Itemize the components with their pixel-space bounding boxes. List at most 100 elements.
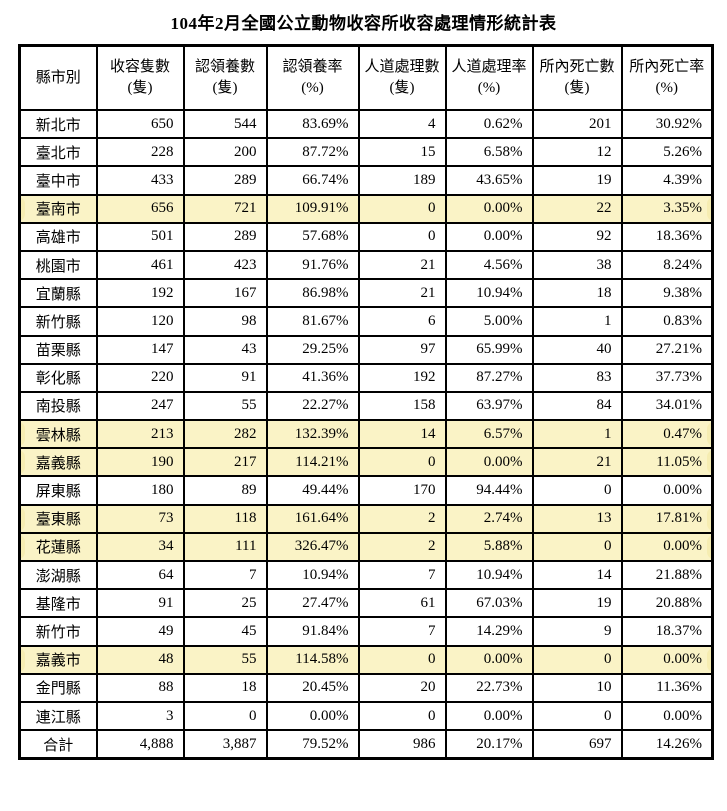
value-cell: 17.81% [620,503,714,534]
value-cell: 289 [182,165,268,196]
value-cell: 92 [531,221,623,252]
county-name-cell: 臺東縣 [18,503,98,534]
column-header-label: 收容隻數 [109,59,170,75]
value-cell: 34 [95,531,185,563]
column-header-7: 所內死亡率 (%) [620,44,714,111]
value-cell: 4.39% [620,165,714,196]
value-cell: 11.36% [620,672,714,703]
value-cell: 0.00% [620,531,714,563]
value-cell: 8.24% [620,249,714,281]
value-cell: 247 [95,390,185,422]
county-name-cell: 屏東縣 [18,475,98,506]
county-name-cell: 雲林縣 [18,419,98,450]
column-header-unit: (%) [477,80,501,96]
value-cell: 170 [357,475,447,506]
value-cell: 1 [531,306,623,337]
table-row: 彰化縣 220 91 41.36% 192 87.27% 83 37.73% [18,362,714,393]
value-cell: 544 [182,108,268,140]
value-cell: 4 [357,108,447,140]
value-cell: 97 [357,334,447,365]
value-cell: 461 [95,249,185,281]
column-header-unit: (%) [655,80,679,96]
value-cell: 2 [357,531,447,563]
value-cell: 7 [357,559,447,591]
value-cell: 114.21% [265,447,360,478]
value-cell: 6.57% [444,419,534,450]
value-cell: 0.00% [620,475,714,506]
value-cell: 10.94% [444,278,534,309]
county-name-cell: 連江縣 [18,700,98,732]
table-row: 澎湖縣 64 7 10.94% 7 10.94% 14 21.88% [18,559,714,591]
value-cell: 0.00% [444,193,534,224]
column-header-5: 人道處理率 (%) [444,44,534,111]
value-cell: 0 [531,700,623,732]
county-name-cell: 新竹縣 [18,306,98,337]
value-cell: 0 [357,193,447,224]
table-row: 基隆市 91 25 27.47% 61 67.03% 19 20.88% [18,588,714,619]
value-cell: 0 [357,447,447,478]
value-cell: 289 [182,221,268,252]
value-cell: 3.35% [620,193,714,224]
value-cell: 86.98% [265,278,360,309]
total-row: 合計 4,888 3,887 79.52% 986 20.17% 697 14.26% [18,729,714,760]
value-cell: 20.45% [265,672,360,703]
value-cell: 217 [182,447,268,478]
value-cell: 5.88% [444,531,534,563]
table-row: 連江縣 3 0 0.00% 0 0.00% 0 0.00% [18,700,714,732]
value-cell: 118 [182,503,268,534]
value-cell: 228 [95,137,185,168]
county-name-cell: 合計 [18,729,98,760]
value-cell: 10.94% [265,559,360,591]
county-name-cell: 基隆市 [18,588,98,619]
value-cell: 697 [531,729,623,760]
value-cell: 20 [357,672,447,703]
county-name-cell: 新竹市 [18,616,98,647]
value-cell: 18 [531,278,623,309]
value-cell: 43.65% [444,165,534,196]
county-name-cell: 高雄市 [18,221,98,252]
value-cell: 55 [182,644,268,675]
value-cell: 433 [95,165,185,196]
table-row: 嘉義縣 190 217 114.21% 0 0.00% 21 11.05% [18,447,714,478]
value-cell: 10.94% [444,559,534,591]
table-row: 新北市 650 544 83.69% 4 0.62% 201 30.92% [18,108,714,140]
value-cell: 650 [95,108,185,140]
table-row: 嘉義市 48 55 114.58% 0 0.00% 0 0.00% [18,644,714,675]
value-cell: 192 [95,278,185,309]
county-name-cell: 臺中市 [18,165,98,196]
value-cell: 43 [182,334,268,365]
value-cell: 10 [531,672,623,703]
value-cell: 0.00% [620,700,714,732]
value-cell: 20.88% [620,588,714,619]
value-cell: 21 [357,278,447,309]
value-cell: 423 [182,249,268,281]
value-cell: 48 [95,644,185,675]
value-cell: 18 [182,672,268,703]
value-cell: 200 [182,137,268,168]
value-cell: 18.37% [620,616,714,647]
column-header-unit: (隻) [564,80,590,96]
county-name-cell: 臺北市 [18,137,98,168]
value-cell: 34.01% [620,390,714,422]
county-name-cell: 南投縣 [18,390,98,422]
value-cell: 9 [531,616,623,647]
county-name-cell: 彰化縣 [18,362,98,393]
value-cell: 201 [531,108,623,140]
value-cell: 27.21% [620,334,714,365]
column-header-label: 所內死亡數 [539,59,615,75]
value-cell: 0.00% [620,644,714,675]
value-cell: 0 [182,700,268,732]
value-cell: 192 [357,362,447,393]
value-cell: 27.47% [265,588,360,619]
value-cell: 0.00% [444,447,534,478]
page-title: 104年2月全國公立動物收容所收容處理情形統計表 [170,14,557,33]
value-cell: 158 [357,390,447,422]
county-name-cell: 金門縣 [18,672,98,703]
value-cell: 21 [531,447,623,478]
value-cell: 57.68% [265,221,360,252]
value-cell: 81.67% [265,306,360,337]
value-cell: 111 [182,531,268,563]
value-cell: 45 [182,616,268,647]
value-cell: 3 [95,700,185,732]
value-cell: 0 [531,644,623,675]
